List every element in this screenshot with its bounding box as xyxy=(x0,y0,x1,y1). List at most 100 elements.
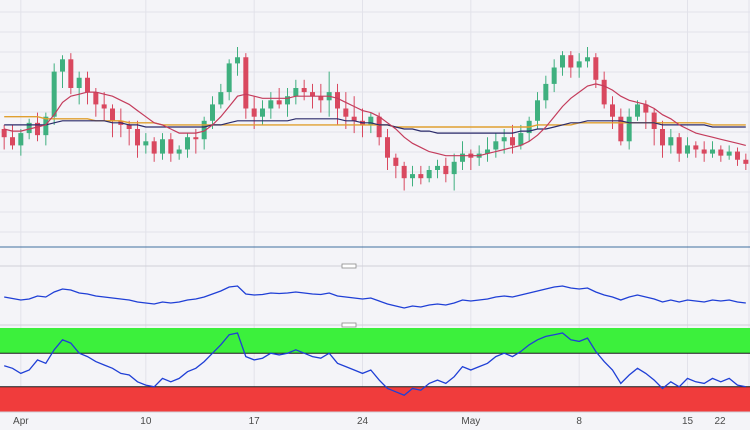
candle-body xyxy=(410,174,415,179)
candle-body xyxy=(643,104,649,113)
candle-body xyxy=(710,149,715,154)
candle-body xyxy=(368,116,374,125)
candle-body xyxy=(393,157,399,166)
candle-body xyxy=(343,108,349,117)
candle-body xyxy=(593,57,599,80)
candle-body xyxy=(135,129,140,146)
price-moving-averages xyxy=(4,83,746,157)
overbought-zone xyxy=(0,328,750,354)
candle-body xyxy=(68,59,74,88)
candle-body xyxy=(201,120,207,140)
candle-body xyxy=(660,129,665,146)
candle-body xyxy=(743,159,749,164)
candle-body xyxy=(493,141,499,150)
candle-body xyxy=(101,104,107,109)
x-tick-label: Apr xyxy=(13,416,29,427)
x-tick-label: 17 xyxy=(249,416,261,427)
candle-body xyxy=(585,57,590,62)
candle-body xyxy=(601,79,607,105)
indicator-lines xyxy=(4,285,746,396)
candle-body xyxy=(260,108,265,117)
candle-body xyxy=(568,55,574,68)
candle-body xyxy=(185,137,190,150)
candle-body xyxy=(510,137,515,146)
oversold-zone xyxy=(0,386,750,412)
candle-body xyxy=(318,96,324,101)
candle-body xyxy=(168,139,174,154)
slow-moving-average-line xyxy=(4,115,746,128)
candle-body xyxy=(85,77,90,93)
indicator-2-zones xyxy=(0,328,750,412)
candle-body xyxy=(218,92,224,105)
candle-body xyxy=(618,116,624,142)
candle-body xyxy=(226,63,232,93)
candle-body xyxy=(43,116,49,136)
candle-body xyxy=(285,96,290,105)
candle-body xyxy=(335,92,340,109)
candle-body xyxy=(543,83,549,101)
x-tick-label: 15 xyxy=(682,416,694,427)
candle-body xyxy=(451,161,457,175)
candle-body xyxy=(51,71,57,117)
candle-body xyxy=(626,116,632,142)
candle-body xyxy=(176,149,182,154)
x-tick-label: 10 xyxy=(140,416,152,427)
candle-body xyxy=(18,133,24,146)
candle-body xyxy=(668,137,674,146)
candle-body xyxy=(251,108,257,117)
candle-body xyxy=(376,116,382,138)
candle-body xyxy=(210,104,215,121)
indicator-panel-separator-handle xyxy=(341,322,357,328)
candle-body xyxy=(560,55,565,68)
candle-body xyxy=(718,149,724,156)
candle-body xyxy=(676,137,682,154)
price-candles xyxy=(1,47,749,191)
panel-separators xyxy=(0,263,750,413)
x-tick-label: 22 xyxy=(714,416,726,427)
candle-body xyxy=(726,151,732,156)
candle-body xyxy=(501,137,507,142)
candle-body xyxy=(35,122,40,136)
candle-body xyxy=(401,165,407,179)
indicator-2-line xyxy=(4,332,746,396)
x-tick-label: 24 xyxy=(357,416,369,427)
candle-body xyxy=(110,108,115,121)
candle-body xyxy=(293,88,299,97)
candle-body xyxy=(635,104,640,117)
candle-body xyxy=(418,174,424,179)
candle-body xyxy=(651,112,657,129)
candle-body xyxy=(151,141,157,154)
candle-body xyxy=(160,139,165,154)
candle-body xyxy=(426,170,432,179)
candle-body xyxy=(701,149,707,154)
candle-body xyxy=(268,100,274,109)
x-axis: Apr 10 17 24 May 8 15 22 xyxy=(13,416,726,427)
candle-body xyxy=(735,151,740,160)
candle-body xyxy=(93,92,99,105)
candle-body xyxy=(243,57,249,109)
candle-body xyxy=(610,104,615,117)
mid-moving-average-line xyxy=(4,118,746,134)
candle-body xyxy=(693,145,699,150)
x-tick-label: 8 xyxy=(576,416,582,427)
candle-body xyxy=(551,67,557,84)
candle-body xyxy=(685,145,690,154)
candle-body xyxy=(1,129,7,138)
candle-body xyxy=(76,77,82,88)
fast-moving-average-line xyxy=(4,83,746,157)
x-tick-label: May xyxy=(461,416,480,427)
candle-body xyxy=(10,137,15,146)
candle-body xyxy=(193,137,199,140)
candle-body xyxy=(60,59,65,72)
candle-body xyxy=(143,141,149,146)
candle-body xyxy=(485,149,490,154)
candle-body xyxy=(576,61,582,68)
candle-body xyxy=(126,124,132,129)
candle-body xyxy=(235,57,240,64)
candle-body xyxy=(460,153,465,162)
indicator-1-line xyxy=(4,285,746,309)
candle-body xyxy=(385,137,390,158)
candle-body xyxy=(351,116,357,121)
candle-body xyxy=(301,88,307,93)
